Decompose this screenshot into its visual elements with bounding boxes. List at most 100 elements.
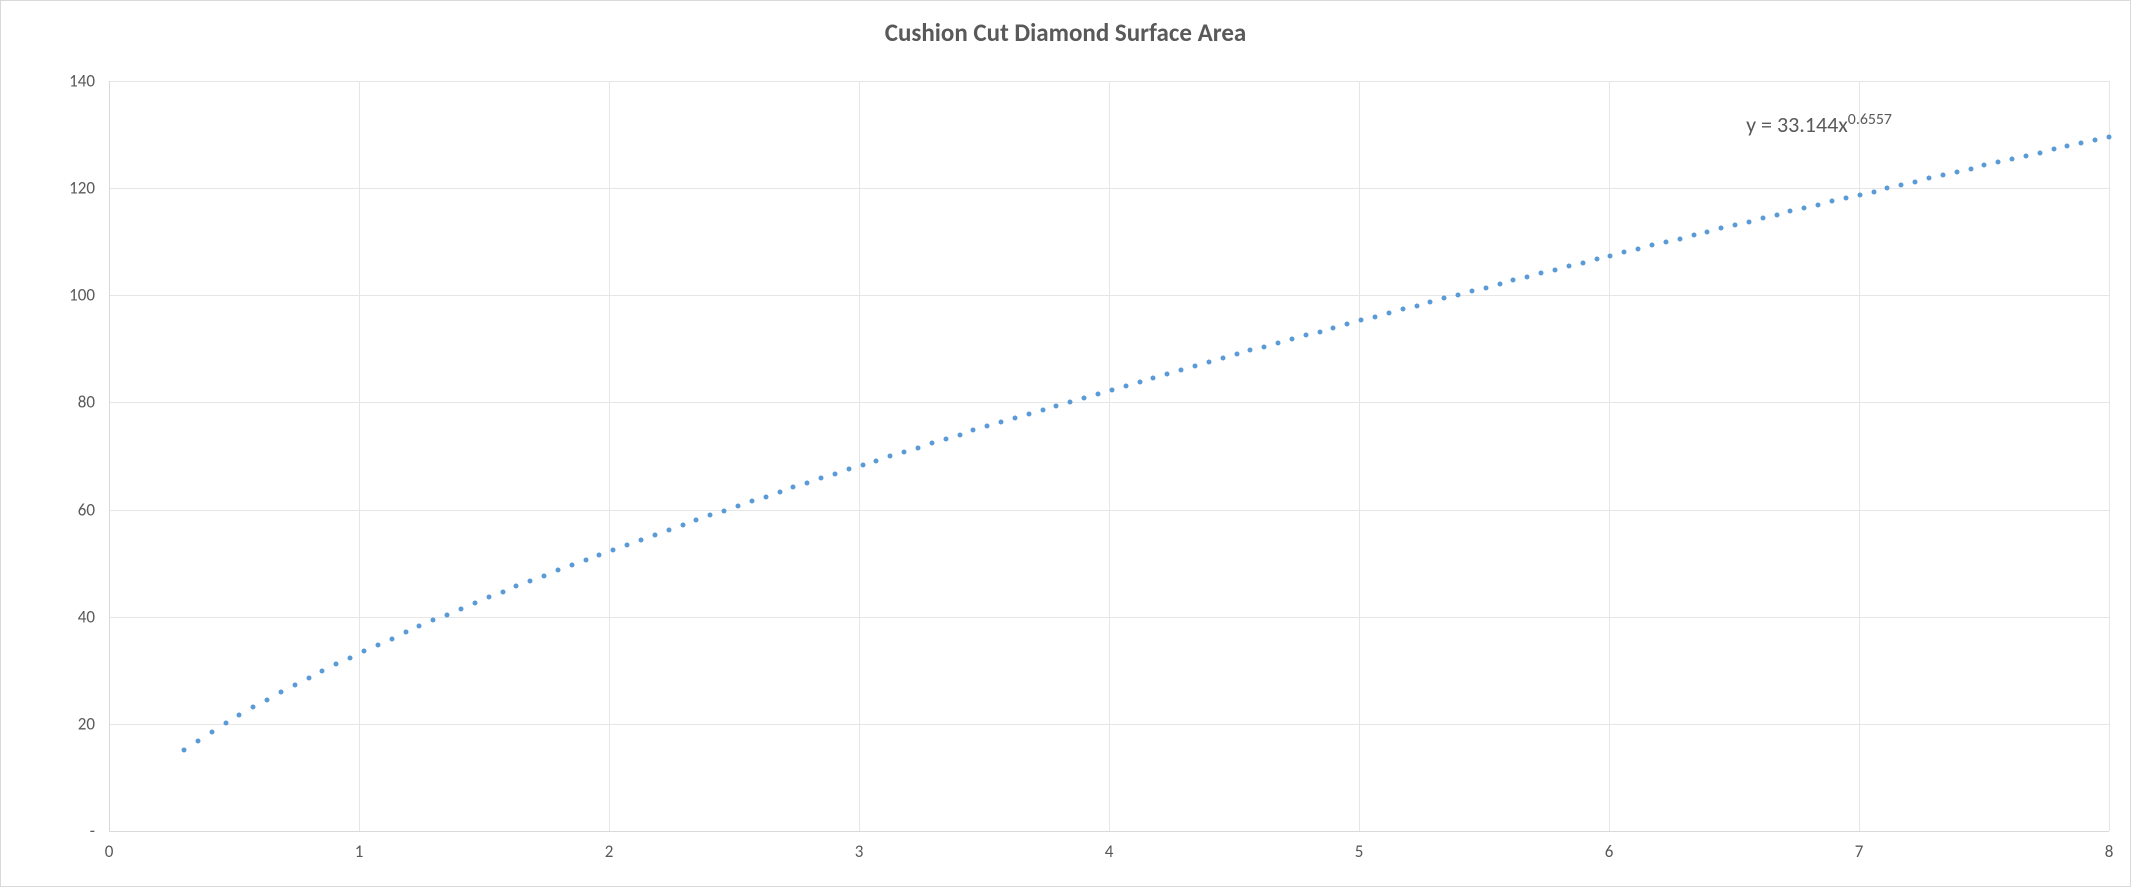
data-point xyxy=(1456,292,1461,297)
gridline-vertical xyxy=(2109,81,2110,831)
data-point xyxy=(1040,407,1045,412)
y-tick-label: 120 xyxy=(69,178,95,199)
data-point xyxy=(292,682,297,687)
x-tick-label: 8 xyxy=(2105,841,2114,862)
gridline-horizontal xyxy=(109,402,2109,403)
data-point xyxy=(334,662,339,667)
data-point xyxy=(832,471,837,476)
data-point xyxy=(1996,160,2001,165)
data-point xyxy=(1331,325,1336,330)
data-point xyxy=(1109,387,1114,392)
data-point xyxy=(1843,196,1848,201)
data-point xyxy=(1719,226,1724,231)
data-point xyxy=(1137,379,1142,384)
y-tick-label: 140 xyxy=(69,71,95,92)
data-point xyxy=(639,537,644,542)
data-point xyxy=(1262,344,1267,349)
data-point xyxy=(611,547,616,552)
data-point xyxy=(403,630,408,635)
data-point xyxy=(458,606,463,611)
data-point xyxy=(846,467,851,472)
chart-container: Cushion Cut Diamond Surface Area 0123456… xyxy=(0,0,2131,887)
data-point xyxy=(985,424,990,429)
data-point xyxy=(1082,395,1087,400)
data-point xyxy=(929,441,934,446)
data-point xyxy=(1096,391,1101,396)
data-point xyxy=(819,476,824,481)
data-point xyxy=(1760,216,1765,221)
trendline-equation-base: y = 33.144x xyxy=(1746,111,1848,138)
data-point xyxy=(902,449,907,454)
data-point xyxy=(915,445,920,450)
data-point xyxy=(763,494,768,499)
data-point xyxy=(223,721,228,726)
data-point xyxy=(555,568,560,573)
data-point xyxy=(2107,134,2112,139)
data-point xyxy=(1899,182,1904,187)
data-point xyxy=(1151,375,1156,380)
data-point xyxy=(237,713,242,718)
data-point xyxy=(735,503,740,508)
data-point xyxy=(666,527,671,532)
data-point xyxy=(1359,318,1364,323)
data-point xyxy=(1511,278,1516,283)
data-point xyxy=(431,618,436,623)
y-axis-line xyxy=(109,81,110,831)
data-point xyxy=(514,584,519,589)
y-tick-label: 100 xyxy=(69,285,95,306)
data-point xyxy=(2079,141,2084,146)
x-tick-label: 0 xyxy=(105,841,114,862)
data-point xyxy=(1428,299,1433,304)
data-point xyxy=(265,697,270,702)
data-point xyxy=(1733,222,1738,227)
gridline-horizontal xyxy=(109,617,2109,618)
data-point xyxy=(791,485,796,490)
data-point xyxy=(1497,281,1502,286)
data-point xyxy=(1830,199,1835,204)
data-point xyxy=(472,601,477,606)
data-point xyxy=(306,675,311,680)
data-point xyxy=(1165,371,1170,376)
data-point xyxy=(874,458,879,463)
data-point xyxy=(749,499,754,504)
data-point xyxy=(375,642,380,647)
gridline-vertical xyxy=(1109,81,1110,831)
data-point xyxy=(1926,176,1931,181)
trendline-equation-exponent: 0.6557 xyxy=(1848,110,1892,129)
data-point xyxy=(888,454,893,459)
data-point xyxy=(1068,399,1073,404)
data-point xyxy=(348,655,353,660)
data-point xyxy=(1054,403,1059,408)
gridline-vertical xyxy=(359,81,360,831)
data-point xyxy=(389,636,394,641)
data-point xyxy=(1982,163,1987,168)
data-point xyxy=(445,612,450,617)
x-axis-line xyxy=(109,831,2109,832)
data-point xyxy=(708,513,713,518)
data-point xyxy=(486,595,491,600)
gridline-horizontal xyxy=(109,81,2109,82)
data-point xyxy=(542,573,547,578)
plot-area: 012345678-20406080100120140y = 33.144x0.… xyxy=(109,81,2109,831)
data-point xyxy=(1885,186,1890,191)
data-point xyxy=(694,518,699,523)
gridline-horizontal xyxy=(109,295,2109,296)
y-tick-label: 80 xyxy=(78,392,95,413)
data-point xyxy=(1636,246,1641,251)
data-point xyxy=(500,589,505,594)
data-point xyxy=(1400,307,1405,312)
data-point xyxy=(1289,337,1294,342)
data-point xyxy=(2037,150,2042,155)
data-point xyxy=(1525,274,1530,279)
data-point xyxy=(2065,144,2070,149)
data-point xyxy=(2010,157,2015,162)
data-point xyxy=(1386,310,1391,315)
data-point xyxy=(680,522,685,527)
data-point xyxy=(999,420,1004,425)
data-point xyxy=(1483,285,1488,290)
data-point xyxy=(1469,289,1474,294)
data-point xyxy=(1442,296,1447,301)
data-point xyxy=(1746,219,1751,224)
data-point xyxy=(1968,166,1973,171)
x-tick-label: 3 xyxy=(855,841,864,862)
